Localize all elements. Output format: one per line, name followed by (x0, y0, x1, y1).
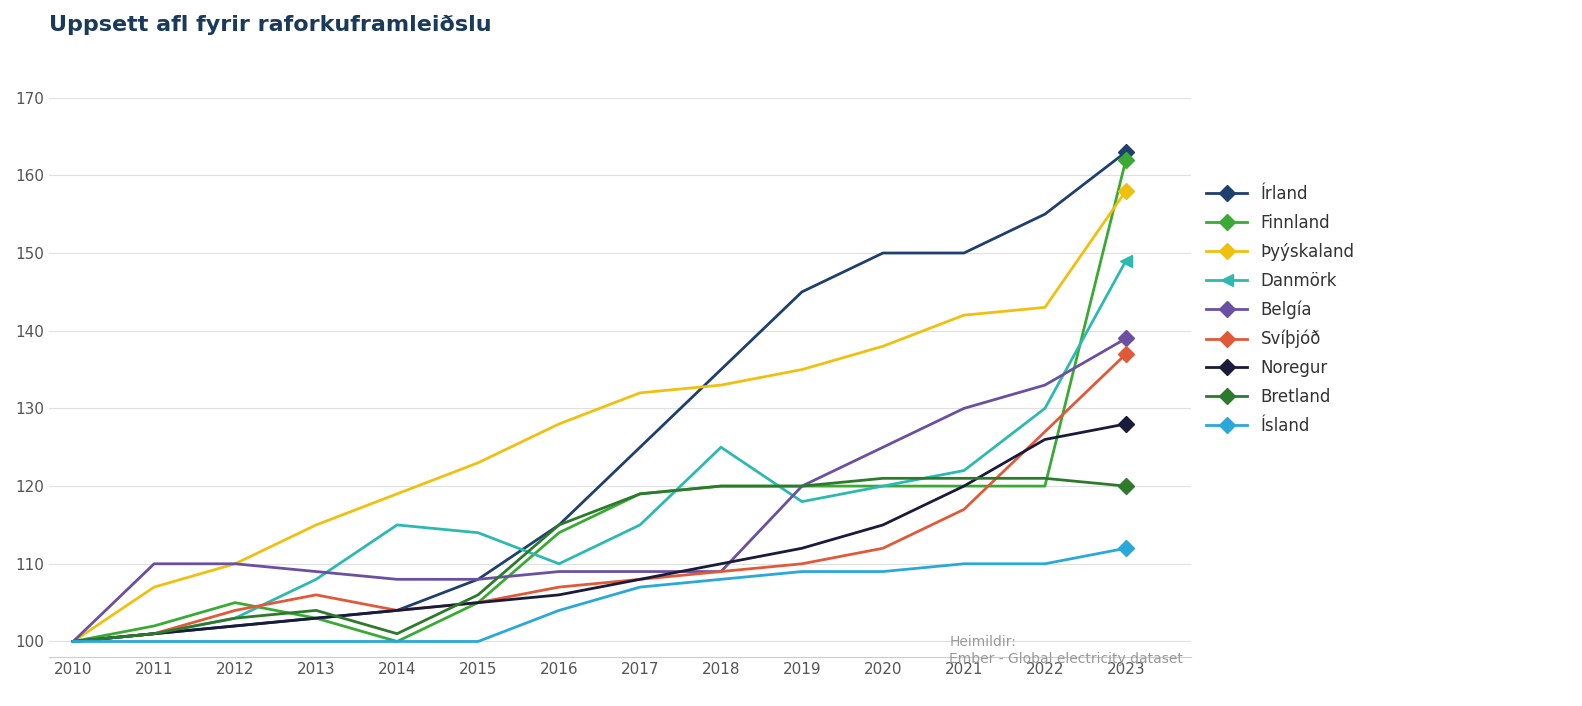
Text: Uppsett afl fyrir raforkuframleiðslu: Uppsett afl fyrir raforkuframleiðslu (49, 15, 492, 35)
Legend: Írland, Finnland, Þyýskaland, Danmörk, Belgía, Svíþjóð, Noregur, Bretland, Íslan: Írland, Finnland, Þyýskaland, Danmörk, B… (1199, 179, 1362, 441)
Text: Heimildir:
Ember - Global electricity dataset: Heimildir: Ember - Global electricity da… (949, 635, 1183, 666)
